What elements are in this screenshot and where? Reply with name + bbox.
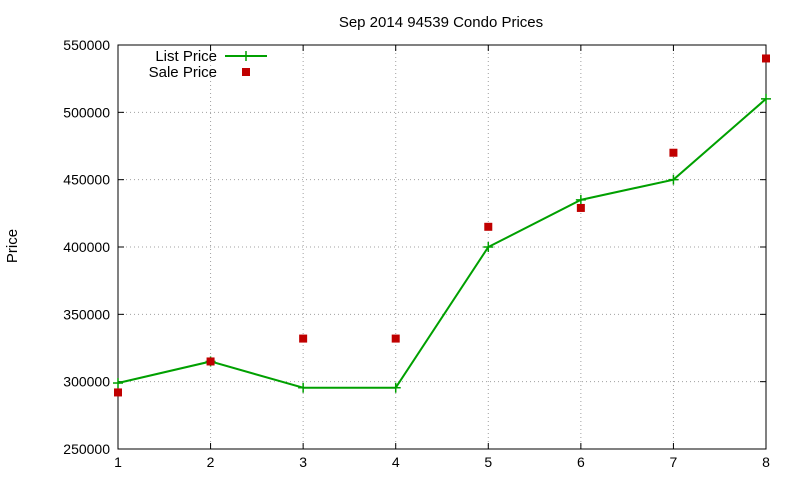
axes: 1 2 3 4 5 6 7 8 250000 300000 350000 400000 450000 50… (63, 37, 770, 470)
y-tick-label: 550000 (63, 37, 110, 53)
sale-price-point (576, 203, 585, 212)
sale-price-point (484, 222, 493, 231)
list-price-point (113, 378, 123, 389)
list-price-point (668, 174, 679, 185)
y-tick-label: 450000 (63, 172, 110, 188)
chart-title: Sep 2014 94539 Condo Prices (339, 14, 543, 31)
legend-plus-swatch (241, 51, 251, 61)
y-tick-label: 400000 (63, 239, 110, 255)
sale-price-point (206, 357, 215, 366)
list-price-line (117, 98, 767, 389)
sale-price-point (669, 148, 678, 157)
list-price-point (483, 242, 494, 252)
list-price-point (390, 382, 401, 393)
x-tick-label: 1 (114, 454, 122, 470)
x-tick-label: 6 (577, 454, 585, 470)
list-price-point (761, 93, 771, 104)
x-tick-label: 7 (670, 454, 678, 470)
legend-label: List Price (155, 48, 217, 65)
x-tick-label: 2 (207, 454, 215, 470)
series-sale-price (114, 54, 770, 397)
grid (118, 45, 766, 449)
sale-price-point (114, 388, 122, 397)
x-tick-label: 4 (392, 454, 400, 470)
series (113, 54, 771, 397)
series-list-price (113, 93, 771, 393)
y-tick-label: 500000 (63, 104, 110, 120)
list-price-point (575, 194, 586, 205)
sale-price-point (762, 54, 770, 63)
x-tick-label: 8 (762, 454, 770, 470)
y-tick-label: 300000 (63, 374, 110, 390)
sale-price-point (299, 334, 308, 343)
legend-label: Sale Price (149, 64, 217, 81)
y-tick-label: 350000 (63, 306, 110, 322)
y-tick-label: 250000 (63, 441, 110, 457)
y-axis-label: Price (4, 229, 21, 263)
x-tick-label: 5 (484, 454, 492, 470)
x-tick-label: 3 (299, 454, 307, 470)
list-price-point (298, 382, 309, 393)
legend-square-swatch (242, 68, 250, 76)
sale-price-point (391, 334, 400, 343)
